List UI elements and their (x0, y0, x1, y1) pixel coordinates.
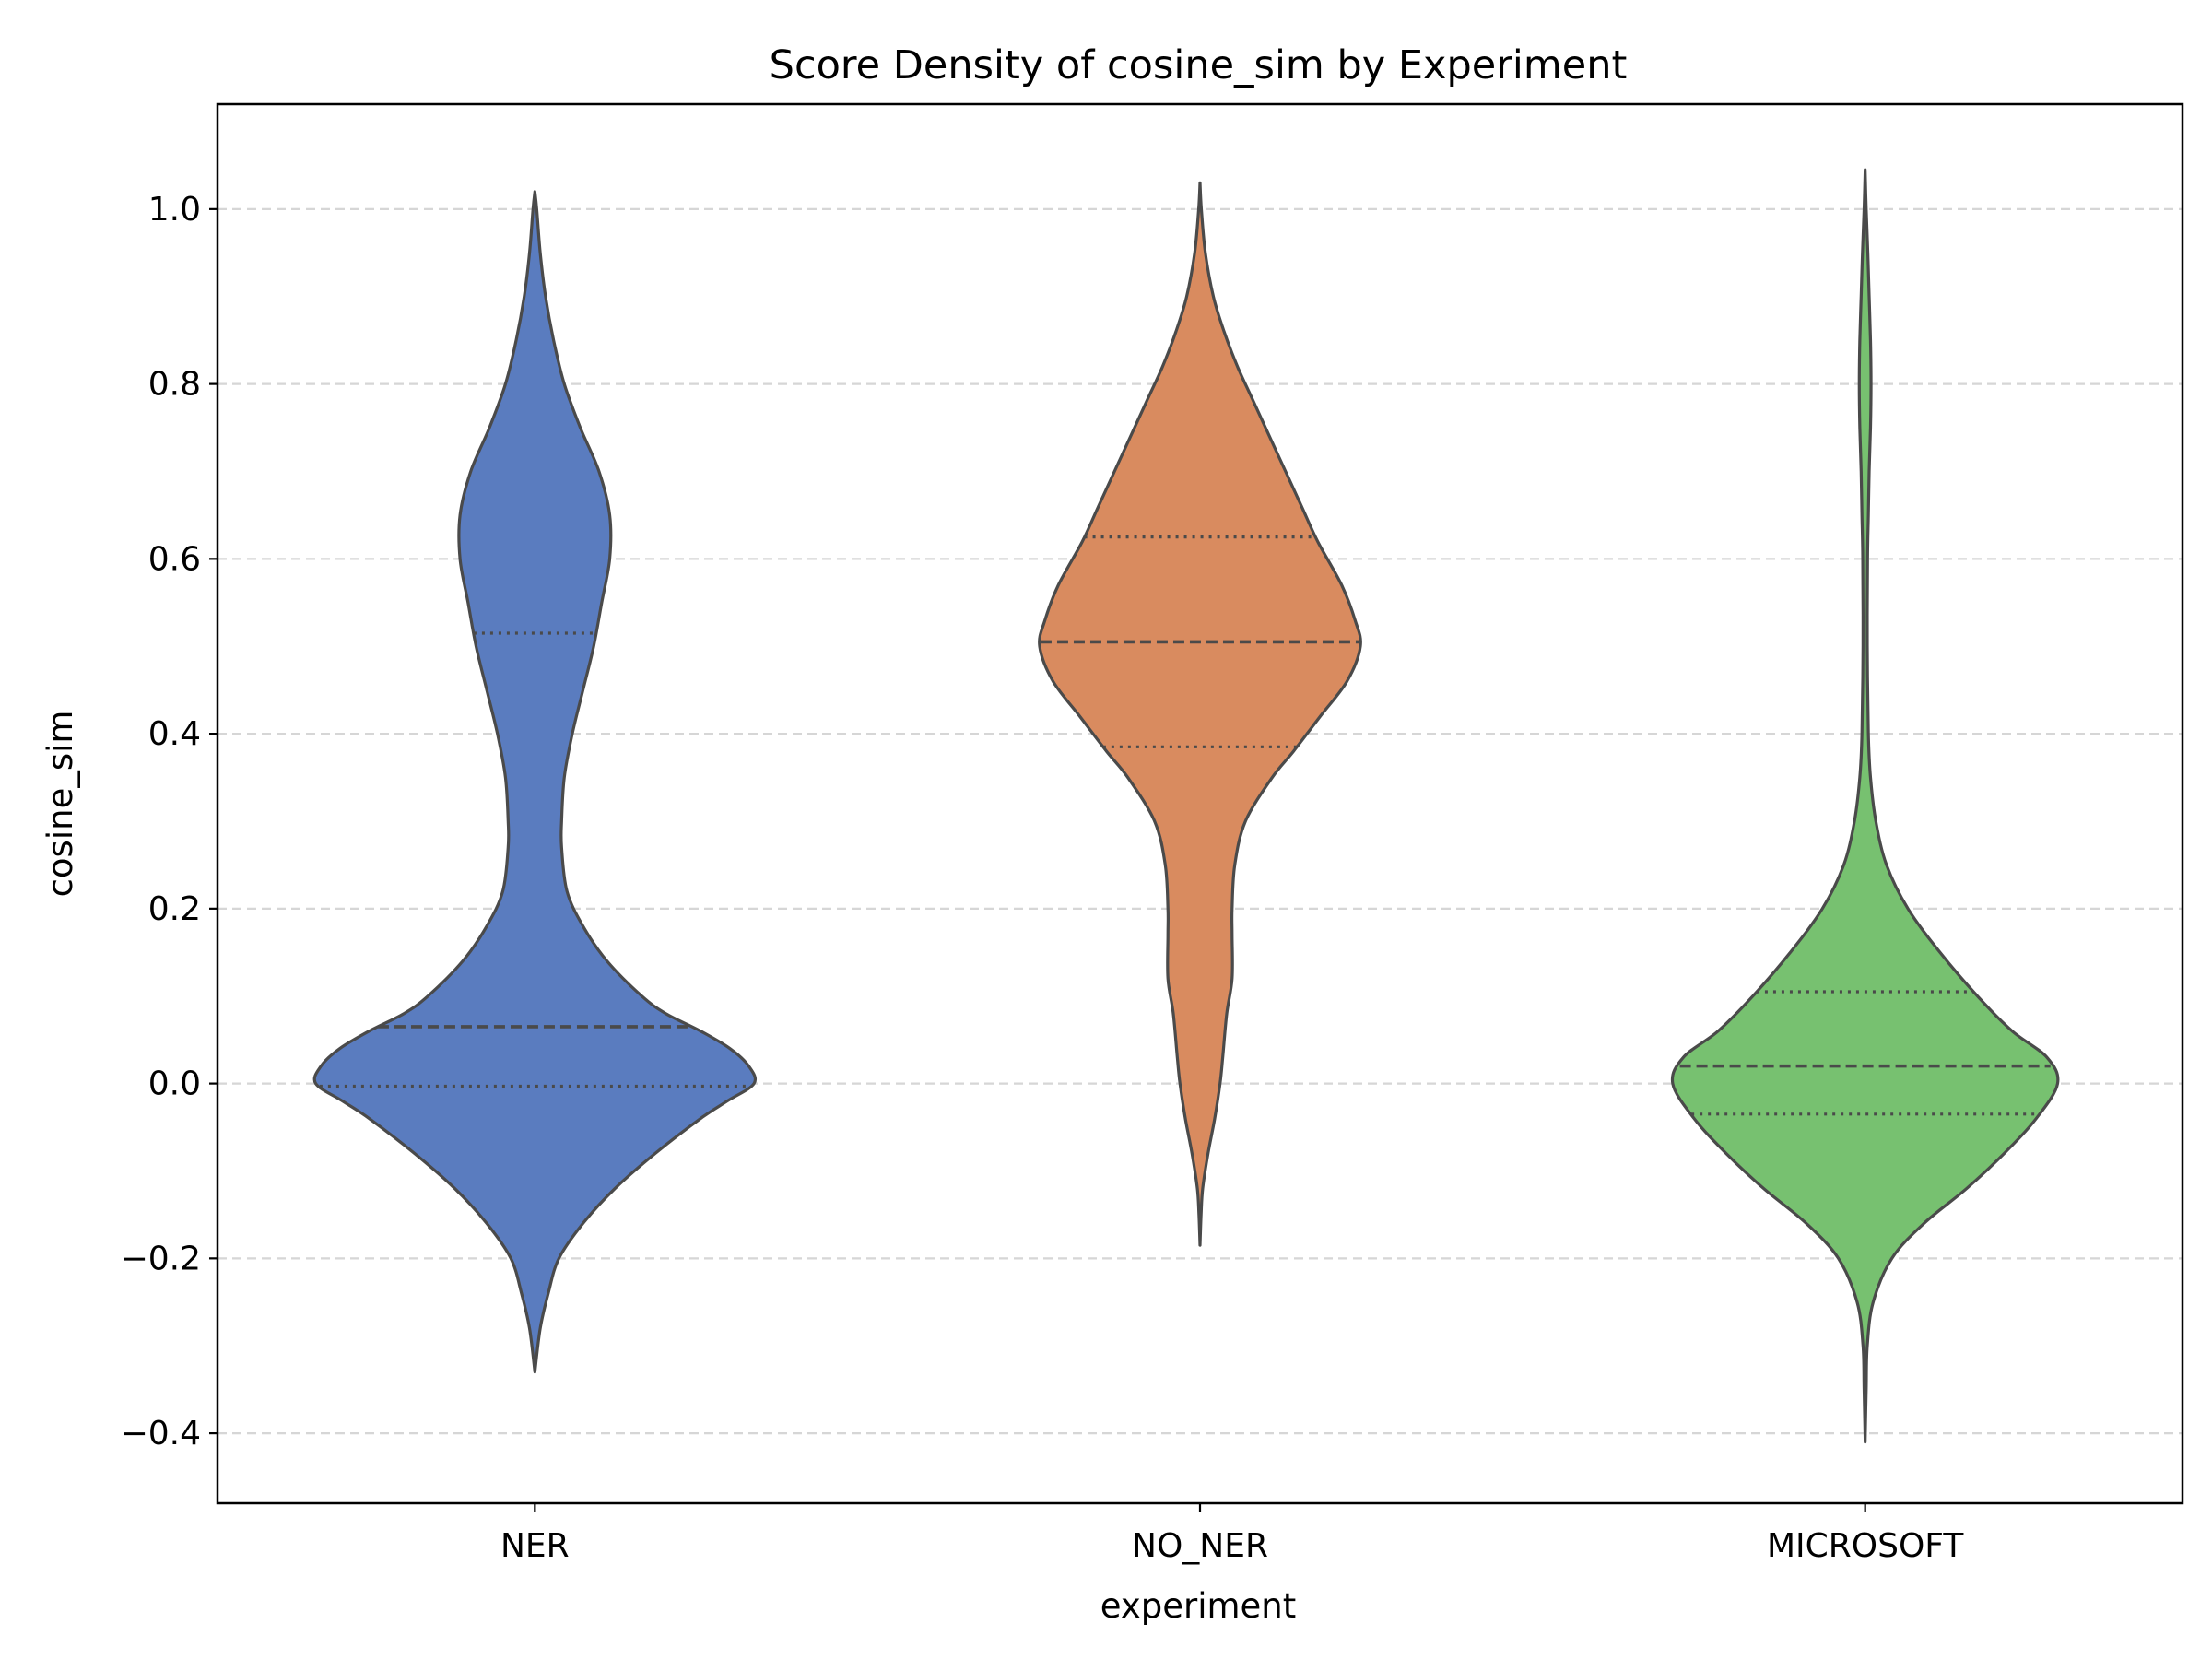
x-tick-label: NER (500, 1527, 570, 1565)
y-tick-label: 0.8 (148, 366, 201, 404)
y-axis: −0.4 −0.2 0.0 0.2 0.4 0.6 0.8 1.0 (121, 191, 218, 1453)
y-tick-label: −0.4 (121, 1415, 201, 1453)
x-axis: NER NO_NER MICROSOFT (500, 1503, 1964, 1565)
x-tick-label: MICROSOFT (1767, 1527, 1964, 1565)
y-tick-label: 0.4 (148, 715, 201, 753)
y-tick-label: 0.6 (148, 540, 201, 578)
y-tick-label: 0.0 (148, 1065, 201, 1103)
y-tick-label: −0.2 (121, 1240, 201, 1277)
violin-no-ner (1038, 181, 1362, 1247)
violin-ner (312, 190, 758, 1374)
y-tick-label: 1.0 (148, 191, 201, 229)
x-axis-label: experiment (1100, 1586, 1297, 1626)
y-tick-label: 0.2 (148, 890, 201, 928)
y-axis-label: cosine_sim (41, 711, 80, 898)
chart-title: Score Density of cosine_sim by Experimen… (770, 42, 1628, 88)
x-tick-label: NO_NER (1132, 1527, 1268, 1565)
violin-microsoft (1670, 168, 2060, 1444)
violin-layer (312, 168, 2060, 1444)
